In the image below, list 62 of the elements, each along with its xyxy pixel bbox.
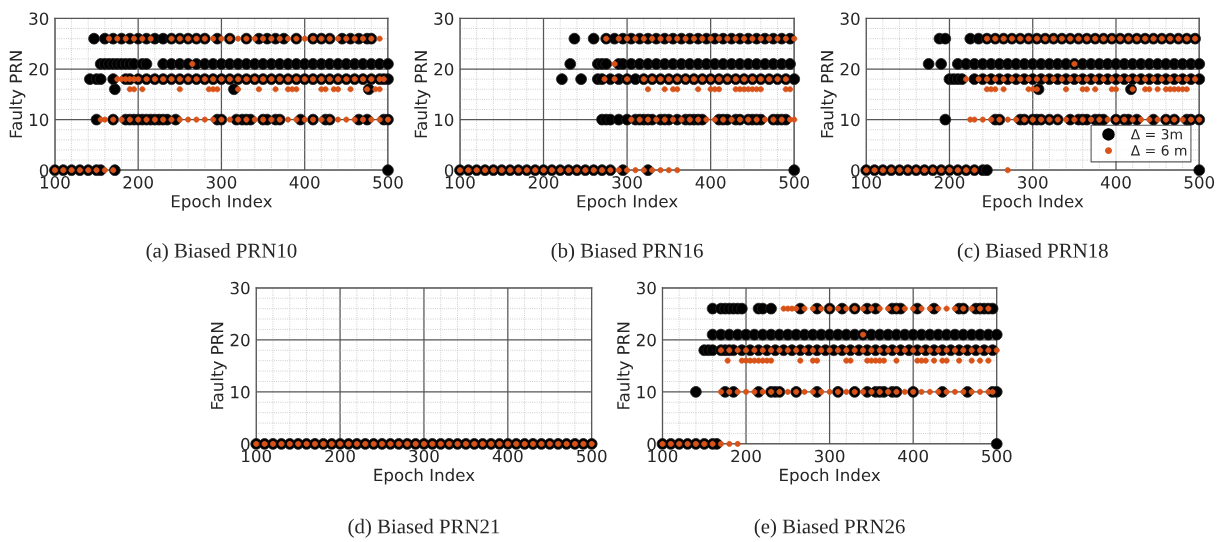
- x-tick-label: 500: [779, 176, 810, 189]
- x-tick-label: 100: [852, 176, 881, 189]
- legend-label: Δ = 6 m: [1130, 145, 1187, 156]
- y-tick-label: 20: [434, 62, 454, 76]
- x-tick-label: 400: [1100, 176, 1131, 189]
- x-tick-label: 300: [1018, 176, 1048, 189]
- text: (d) Biased PRN21: [348, 518, 500, 538]
- y-tick-label: 0: [39, 164, 49, 177]
- x-tick-label: 100: [648, 449, 678, 463]
- x-tick-label: 100: [40, 176, 70, 189]
- y-tick-label: 20: [840, 62, 860, 76]
- y-axis-title: Faulty PRN: [414, 51, 431, 138]
- y-tick-label: 30: [29, 12, 49, 25]
- x-tick-label: 300: [612, 176, 642, 189]
- x-tick-label: 100: [242, 449, 271, 463]
- y-tick-label: 20: [230, 333, 250, 347]
- x-tick-label: 500: [1184, 176, 1215, 189]
- x-tick-label: 400: [898, 449, 928, 463]
- x-axis-title: Epoch Index: [577, 194, 678, 211]
- y-tick-label: 10: [435, 113, 454, 127]
- x-tick-label: 100: [445, 176, 475, 189]
- text: (c) Biased PRN18: [957, 243, 1108, 262]
- x-tick-label: 200: [934, 176, 965, 189]
- x-tick-label: 500: [982, 449, 1012, 463]
- legend-label: Δ = 3m: [1130, 128, 1182, 140]
- y-tick-label: 0: [851, 164, 860, 177]
- x-tick-label: 200: [731, 449, 761, 463]
- text: (a) Biased PRN10: [146, 243, 297, 262]
- y-tick-label: 30: [636, 281, 656, 295]
- text: (b) Biased PRN16: [551, 243, 703, 262]
- x-axis-title: Epoch Index: [171, 194, 272, 211]
- y-tick-label: 0: [647, 437, 656, 451]
- y-axis-title: Faulty PRN: [9, 51, 26, 138]
- y-tick-label: 10: [841, 113, 860, 127]
- x-tick-label: 400: [289, 176, 320, 189]
- x-axis-title: Epoch Index: [780, 468, 881, 485]
- y-axis-title: Faulty PRN: [616, 322, 633, 409]
- x-tick-label: 300: [206, 176, 237, 189]
- y-tick-label: 0: [444, 164, 454, 177]
- y-tick-label: 30: [230, 281, 250, 295]
- x-tick-label: 300: [814, 449, 845, 463]
- y-axis-title: Faulty PRN: [820, 51, 837, 138]
- y-tick-label: 20: [29, 62, 49, 76]
- y-tick-label: 10: [29, 113, 49, 127]
- y-tick-label: 10: [231, 385, 250, 399]
- x-tick-label: 200: [325, 449, 355, 463]
- text: (e) Biased PRN26: [754, 518, 905, 538]
- x-axis-title: Epoch Index: [983, 194, 1084, 211]
- x-tick-label: 400: [695, 176, 726, 189]
- x-axis-title: Epoch Index: [374, 468, 475, 485]
- y-axis-title: Faulty PRN: [210, 322, 227, 409]
- x-tick-label: 500: [577, 449, 607, 463]
- x-tick-label: 200: [123, 176, 153, 189]
- y-tick-label: 10: [637, 385, 656, 399]
- x-tick-label: 400: [492, 449, 523, 463]
- y-tick-label: 20: [636, 333, 656, 347]
- x-tick-label: 500: [373, 176, 403, 189]
- y-tick-label: 30: [434, 12, 454, 25]
- y-tick-label: 30: [840, 12, 860, 25]
- x-tick-label: 300: [409, 449, 439, 463]
- y-tick-label: 0: [241, 437, 250, 451]
- x-tick-label: 200: [528, 176, 559, 189]
